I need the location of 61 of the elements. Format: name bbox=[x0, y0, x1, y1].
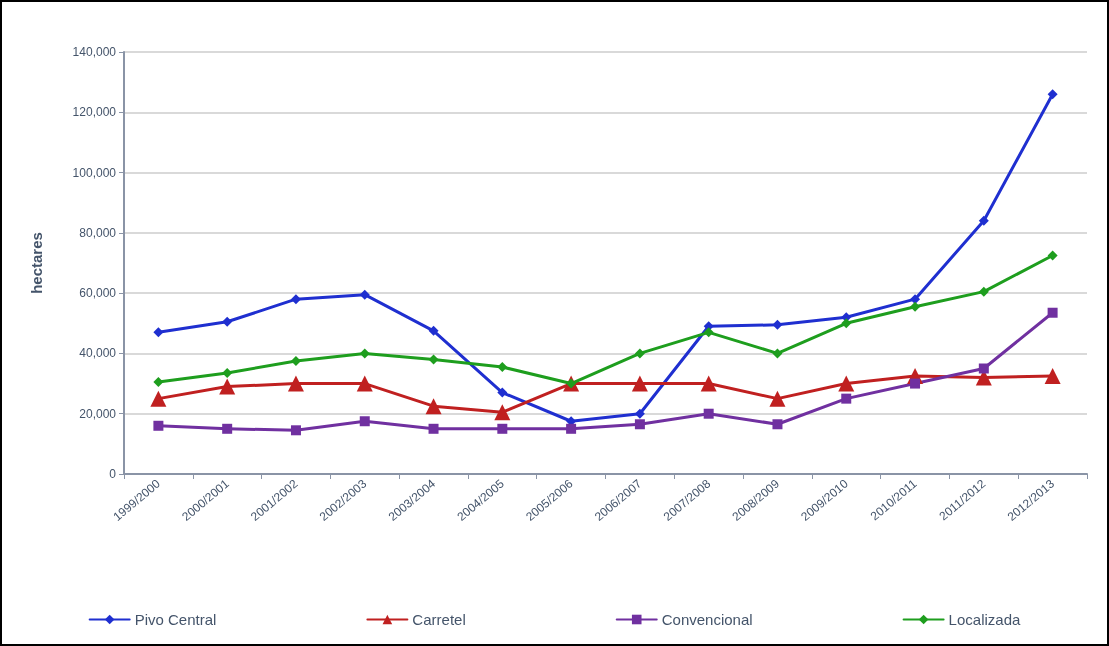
point bbox=[497, 361, 508, 372]
point bbox=[769, 390, 786, 407]
point bbox=[838, 375, 855, 392]
point bbox=[772, 419, 783, 430]
y-tick-label: 0 bbox=[109, 467, 117, 481]
point bbox=[359, 289, 370, 300]
point bbox=[497, 423, 508, 434]
point bbox=[910, 378, 921, 389]
point bbox=[356, 375, 373, 392]
y-tick-label: 100,000 bbox=[72, 165, 117, 180]
point bbox=[634, 408, 645, 419]
point bbox=[222, 316, 233, 327]
point bbox=[290, 294, 301, 305]
y-tick-label: 80,000 bbox=[79, 225, 117, 240]
point bbox=[703, 327, 714, 338]
point bbox=[978, 286, 989, 297]
point bbox=[290, 355, 301, 366]
y-tick-label: 60,000 bbox=[79, 286, 117, 301]
point bbox=[359, 348, 370, 359]
point bbox=[153, 327, 164, 338]
point bbox=[1044, 368, 1061, 385]
point bbox=[841, 318, 852, 329]
y-tick-label: 120,000 bbox=[72, 105, 117, 120]
point bbox=[631, 375, 648, 392]
point bbox=[634, 348, 645, 359]
y-axis-title: hectares bbox=[28, 232, 45, 294]
point bbox=[287, 375, 304, 392]
legend-label: Convencional bbox=[661, 611, 753, 628]
point bbox=[910, 301, 921, 312]
point bbox=[978, 215, 989, 226]
point bbox=[841, 393, 852, 404]
point bbox=[153, 420, 164, 431]
point bbox=[1047, 307, 1058, 318]
point bbox=[150, 390, 167, 407]
legend-label: Pivo Central bbox=[134, 611, 217, 628]
point bbox=[700, 375, 717, 392]
legend-label: Carretel bbox=[412, 611, 466, 628]
point bbox=[497, 387, 508, 398]
point bbox=[222, 368, 233, 379]
point bbox=[153, 377, 164, 388]
y-tick-label: 140,000 bbox=[72, 45, 117, 59]
point bbox=[634, 419, 645, 430]
point bbox=[772, 348, 783, 359]
point bbox=[428, 423, 439, 434]
point bbox=[428, 325, 439, 336]
point bbox=[219, 378, 236, 395]
point bbox=[1047, 89, 1058, 100]
point bbox=[222, 423, 233, 434]
point bbox=[772, 319, 783, 330]
point bbox=[566, 423, 577, 434]
point bbox=[359, 416, 370, 427]
y-tick-label: 40,000 bbox=[79, 346, 117, 361]
point bbox=[425, 398, 442, 415]
point bbox=[494, 404, 511, 421]
point bbox=[703, 408, 714, 419]
point bbox=[978, 363, 989, 374]
point bbox=[1047, 250, 1058, 261]
legend-label: Localizada bbox=[948, 611, 1021, 628]
point bbox=[428, 354, 439, 365]
point bbox=[290, 425, 301, 436]
y-tick-label: 20,000 bbox=[79, 406, 117, 421]
